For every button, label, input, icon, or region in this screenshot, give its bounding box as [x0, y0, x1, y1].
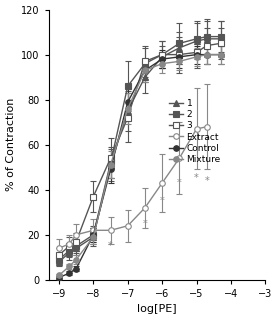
Legend: 1, 2, 3, Extract, Control, Mixture: 1, 2, 3, Extract, Control, Mixture [166, 95, 224, 168]
Text: *: * [108, 241, 113, 251]
Text: *: * [205, 176, 209, 186]
Text: *: * [177, 178, 182, 188]
X-axis label: log[PE]: log[PE] [137, 304, 177, 315]
Text: *: * [143, 219, 147, 228]
Text: *: * [194, 173, 199, 183]
Y-axis label: % of Contraction: % of Contraction [6, 98, 16, 191]
Text: *: * [160, 196, 165, 206]
